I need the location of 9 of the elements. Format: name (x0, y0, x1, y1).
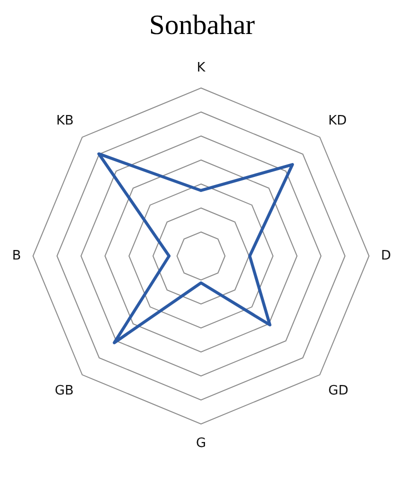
spoke-label: GB (54, 383, 74, 398)
spoke-label: D (380, 248, 392, 264)
chart-title: Sonbahar (149, 10, 256, 42)
spoke-label: KD (328, 113, 347, 128)
spoke-label: GD (328, 383, 348, 398)
spoke-label: K (196, 60, 206, 76)
spoke-label: G (196, 436, 206, 452)
spoke-label: B (12, 248, 22, 264)
spoke-label: KB (56, 113, 74, 128)
